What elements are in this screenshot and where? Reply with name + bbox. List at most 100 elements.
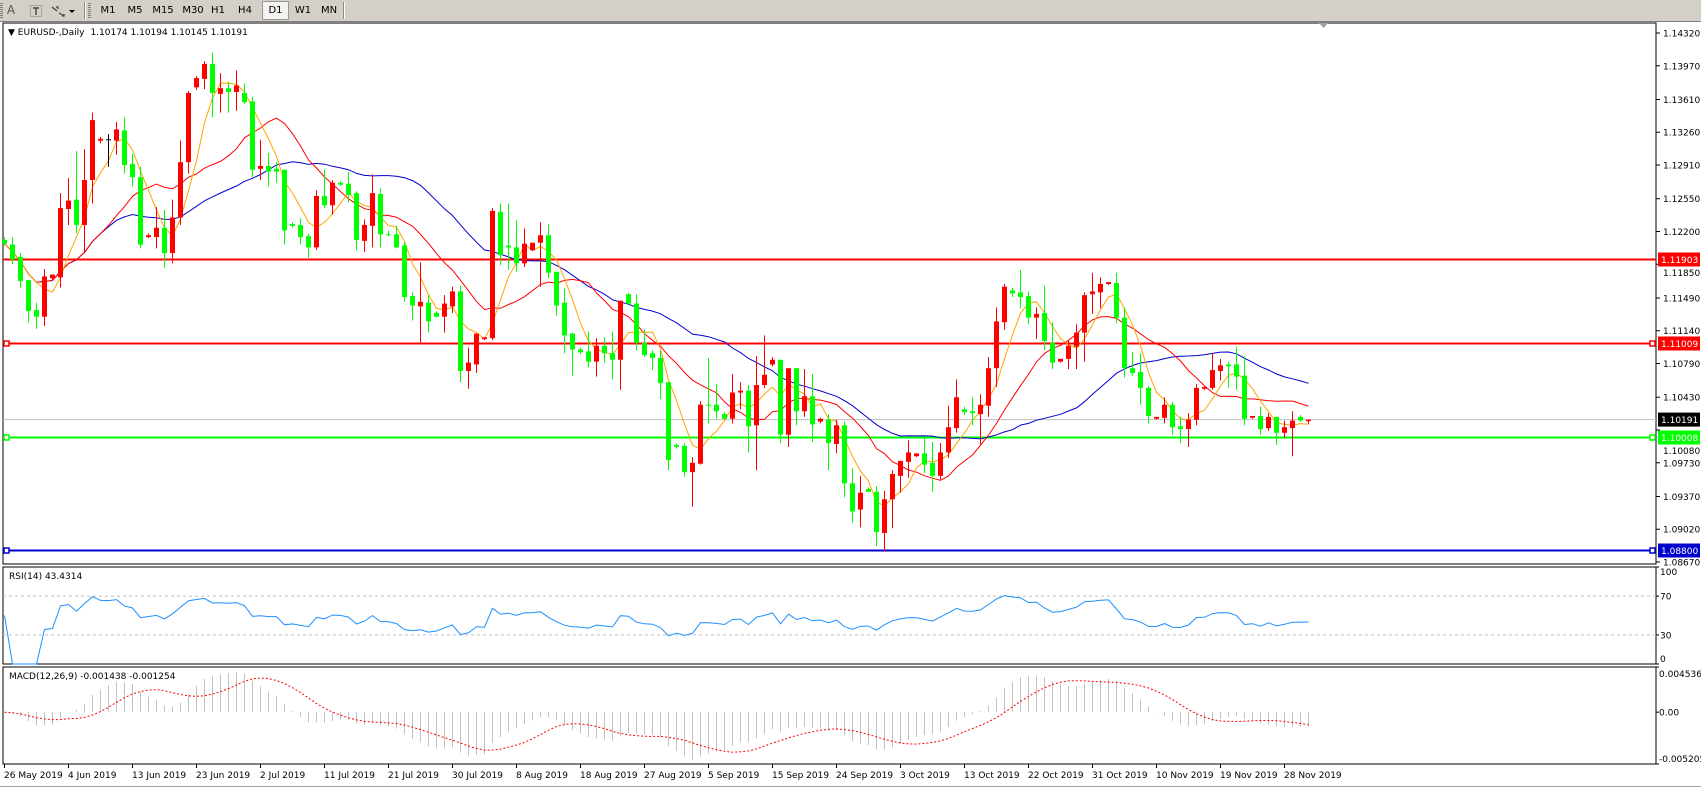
candle-body — [1058, 358, 1063, 362]
candle — [642, 329, 647, 357]
candle-body — [890, 473, 895, 500]
candle-body — [370, 193, 375, 226]
price-tag-background — [1658, 252, 1700, 267]
candle-body — [946, 427, 951, 453]
rsi-tick-label: 30 — [1660, 631, 1672, 641]
candle-body — [626, 294, 631, 304]
timeframe-button-h4[interactable]: H4 — [238, 5, 252, 16]
price-axis[interactable]: 1.14320 1.13970 1.13610 1.13260 1.12910 1.125… — [1656, 30, 1700, 569]
line-anchor-handle-left[interactable] — [3, 547, 10, 554]
candle — [1298, 415, 1303, 422]
candle — [426, 295, 431, 333]
arrows-tool-dropdown[interactable] — [50, 2, 76, 19]
candle-body — [1122, 317, 1127, 369]
candle-body — [618, 300, 623, 360]
price-tick-label: 1.08670 — [1663, 559, 1700, 569]
text-box-tool-button[interactable] — [28, 2, 44, 19]
chart-shift-marker-icon[interactable] — [1319, 23, 1328, 28]
candle-body — [1226, 364, 1231, 367]
candle — [434, 311, 439, 318]
candle — [578, 347, 583, 355]
timeframe-button-m1[interactable]: M1 — [100, 5, 116, 16]
candle — [34, 302, 39, 329]
candle-body — [234, 85, 239, 92]
macd-panel-frame — [2, 666, 1657, 765]
date-tick-label: 30 Jul 2019 — [452, 771, 503, 781]
candle-body — [786, 368, 791, 435]
candle-body — [298, 224, 303, 238]
candle — [482, 337, 487, 341]
candle-body — [450, 291, 455, 307]
timeframe-button-m5[interactable]: M5 — [127, 5, 143, 16]
candle-body — [1066, 345, 1071, 359]
toolbar-grip[interactable] — [0, 3, 3, 18]
candle — [1130, 352, 1135, 376]
candle — [314, 190, 319, 251]
bid-price-tag — [1658, 412, 1700, 427]
bid-price-label: 1.10191 — [1661, 416, 1698, 426]
candle-body — [914, 453, 919, 457]
candle — [922, 437, 927, 474]
chart-title: ▼ EURUSD-,Daily 1.10174 1.10194 1.10145 1… — [8, 28, 248, 38]
timeframe-button-m15[interactable]: M15 — [152, 5, 174, 16]
candle — [850, 468, 855, 523]
line-anchor-handle-right[interactable] — [1649, 340, 1656, 347]
line-anchor-handle-right[interactable] — [1649, 547, 1656, 554]
toolbar-grip[interactable] — [88, 3, 91, 18]
line-anchor-handle-right[interactable] — [1649, 434, 1656, 441]
rsi-panel: 100 70 30 0 — [3, 566, 1677, 665]
candle-body — [210, 63, 215, 93]
price-tick-label: 1.10080 — [1663, 447, 1700, 457]
candle-body — [850, 483, 855, 512]
line-anchor-handle-left[interactable] — [3, 434, 10, 441]
candle-body — [178, 162, 183, 218]
candle — [602, 337, 607, 363]
timeframe-button-h1[interactable]: H1 — [211, 5, 225, 16]
candle — [738, 382, 743, 410]
price-tick-label: 1.12550 — [1663, 195, 1700, 205]
candle — [826, 414, 831, 471]
candle — [26, 280, 31, 323]
timeframe-button-w1[interactable]: W1 — [294, 5, 312, 16]
date-tick-label: 5 Sep 2019 — [708, 771, 760, 781]
price-tick-label: 1.13260 — [1663, 129, 1700, 139]
candle — [2, 237, 7, 246]
candle-body — [1138, 371, 1143, 388]
candle-body — [642, 342, 647, 356]
candle-body — [666, 382, 671, 460]
candle — [1002, 283, 1007, 330]
main-price-panel[interactable] — [2, 22, 1657, 565]
horizontal-line-1.08800[interactable] — [3, 547, 1656, 554]
timeframe-button-mn[interactable]: MN — [320, 5, 338, 16]
candle-body — [1050, 342, 1055, 363]
candle — [234, 70, 239, 111]
candle — [986, 356, 991, 417]
candle — [418, 262, 423, 343]
candle — [834, 419, 839, 454]
candle-body — [938, 452, 943, 476]
timeframe-button-d1[interactable]: D1 — [262, 1, 289, 20]
candle-body — [218, 88, 223, 94]
candle-body — [114, 129, 119, 141]
candle-body — [490, 210, 495, 339]
candle — [122, 117, 127, 174]
horizontal-line-1.11009[interactable] — [3, 340, 1656, 347]
candle — [1106, 282, 1111, 285]
candle — [594, 338, 599, 377]
candle-body — [650, 353, 655, 358]
macd-panel: 0.004536 0.00 -0.005205 — [4, 666, 1701, 765]
candle — [1234, 346, 1239, 390]
candle-body — [842, 425, 847, 484]
text-label-tool-button[interactable]: A — [4, 2, 18, 19]
candle — [890, 470, 895, 529]
line-anchor-handle-left[interactable] — [3, 340, 10, 347]
candle-body — [610, 353, 615, 360]
timeframe-button-m30[interactable]: M30 — [182, 5, 204, 16]
candle — [842, 421, 847, 498]
candle-body — [738, 390, 743, 393]
candle-body — [818, 418, 823, 422]
candle — [746, 385, 751, 453]
candle — [1282, 420, 1287, 439]
date-tick-label: 31 Oct 2019 — [1092, 771, 1148, 781]
